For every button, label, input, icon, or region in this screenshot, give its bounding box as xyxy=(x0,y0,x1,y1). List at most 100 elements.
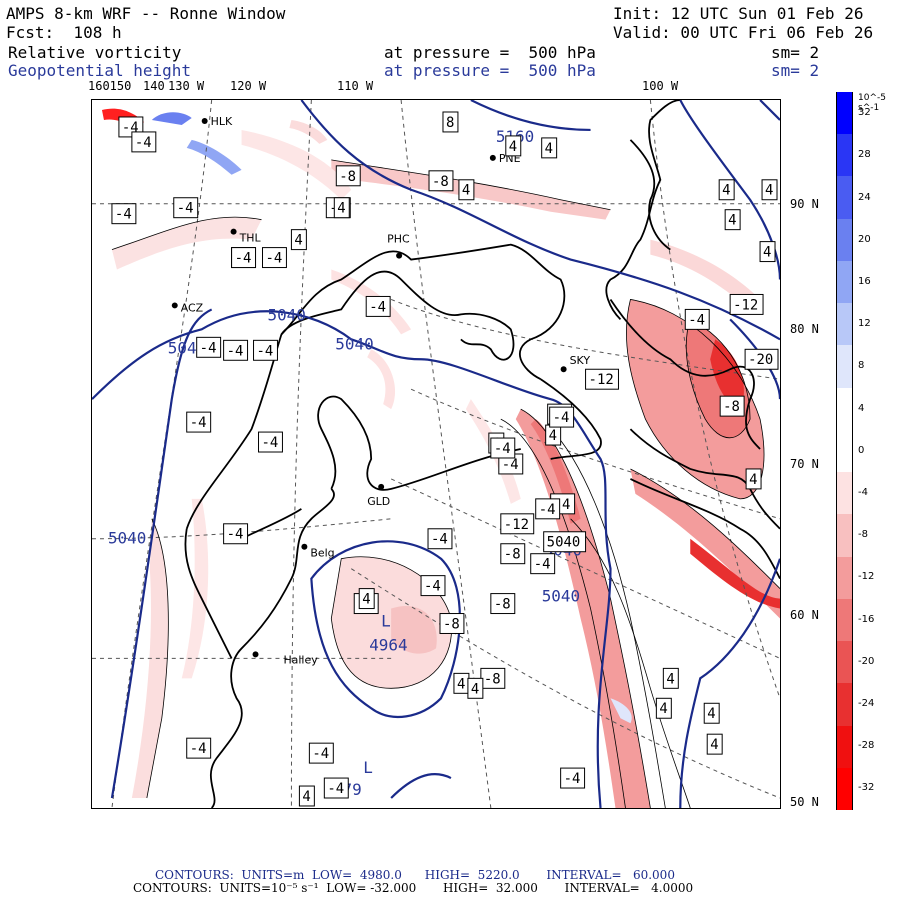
vorticity-contour-label: 4 xyxy=(706,733,723,755)
vorticity-contour-label: 4 xyxy=(655,697,672,719)
vorticity-contour-label: -12 xyxy=(500,513,535,535)
field2-level: at pressure = 500 hPa xyxy=(384,61,596,80)
height-label: 5040 xyxy=(335,334,373,353)
station-markers xyxy=(171,117,567,658)
station-label: THL xyxy=(239,232,262,245)
vorticity-contour-label: -4 xyxy=(420,575,446,597)
svg-text:-12: -12 xyxy=(589,372,614,388)
field2-name: Geopotential height xyxy=(8,61,192,80)
vorticity-contour-label: -4 xyxy=(560,767,586,789)
vorticity-contour-label: -4 xyxy=(186,411,212,433)
vorticity-contour-label: -4 xyxy=(262,247,287,269)
vorticity-contour-label: -8 xyxy=(428,170,454,192)
height-label: 5040 xyxy=(542,587,580,606)
colorbar-tick-label: -12 xyxy=(858,571,875,583)
map-panel[interactable]: HLK PNE THL PHC ACZ SKY GLD Belg Halley … xyxy=(91,99,781,809)
vorticity-contour-label: -4 xyxy=(231,247,257,269)
svg-text:4: 4 xyxy=(294,233,302,249)
colorbar-tick-label: 12 xyxy=(858,318,871,330)
svg-text:4: 4 xyxy=(471,681,479,697)
svg-text:-4: -4 xyxy=(424,579,441,595)
colorbar-tick-label: 0 xyxy=(858,444,865,456)
vorticity-contour-label: -8 xyxy=(439,613,465,634)
vorticity-contour-label: -4 xyxy=(186,737,212,759)
svg-text:-4: -4 xyxy=(502,457,519,473)
lon-label: 130 W xyxy=(168,79,205,93)
station-label: SKY xyxy=(570,354,591,367)
svg-text:4: 4 xyxy=(362,592,370,608)
height-contour-info: CONTOURS: UNITS=m LOW= 4980.0 HIGH= 5220… xyxy=(155,868,675,882)
vorticity-shading xyxy=(101,108,780,808)
vorticity-contour-label: -4 xyxy=(498,453,524,475)
field2-smoothing: sm= 2 xyxy=(771,61,820,80)
station-label: PHC xyxy=(387,233,410,246)
vorticity-contour-label: -12 xyxy=(729,293,764,315)
colorbar xyxy=(836,92,853,810)
vorticity-contour-label: 4 xyxy=(703,702,720,724)
svg-text:-4: -4 xyxy=(190,415,207,431)
svg-text:-4: -4 xyxy=(494,441,511,457)
vorticity-contour-label: 4 xyxy=(724,209,741,231)
field1-level: at pressure = 500 hPa xyxy=(384,43,596,62)
svg-text:-4: -4 xyxy=(327,781,344,797)
svg-text:4: 4 xyxy=(710,737,718,753)
vorticity-contour-label: -4 xyxy=(535,498,561,520)
colorbar-cell xyxy=(836,598,853,642)
station-label: Belg xyxy=(310,547,334,560)
svg-text:-4: -4 xyxy=(539,502,556,518)
colorbar-cell xyxy=(836,387,853,430)
station-label: Halley xyxy=(283,653,318,666)
vorticity-contour-label: -4 xyxy=(173,197,199,219)
svg-text:4: 4 xyxy=(457,676,465,692)
colorbar-tick-label: -32 xyxy=(858,782,875,794)
colorbar-cell xyxy=(836,429,853,473)
svg-text:-4: -4 xyxy=(312,746,329,762)
vorticity-contour-label: 4 xyxy=(745,468,762,490)
map-title: AMPS 8-km WRF -- Ronne Window xyxy=(6,4,286,23)
vorticity-contour-label: -8 xyxy=(490,593,516,615)
vorticity-contour-label: -4 xyxy=(253,339,278,361)
coastline xyxy=(184,100,780,808)
vorticity-contour-label: -20 xyxy=(744,348,779,370)
vorticity-contour-label: 4 xyxy=(358,588,375,610)
colorbar-tick-label: -28 xyxy=(858,740,875,752)
svg-text:-4: -4 xyxy=(227,343,244,359)
vorticity-contour-label: 4 xyxy=(290,229,307,251)
station-label: ACZ xyxy=(181,301,204,314)
valid-time: Valid: 00 UTC Fri 06 Feb 26 xyxy=(613,23,874,42)
init-time: Init: 12 UTC Sun 01 Feb 26 xyxy=(613,4,864,23)
svg-text:-20: -20 xyxy=(748,352,773,368)
svg-text:-12: -12 xyxy=(504,517,529,533)
svg-text:4: 4 xyxy=(707,706,715,722)
vorticity-contour-label: -4 xyxy=(684,308,710,330)
vorticity-contour-label: -4 xyxy=(530,553,556,575)
vorticity-contour-label: 4 xyxy=(759,241,776,263)
lat-label: 50 N xyxy=(790,795,819,809)
lon-label: 140 xyxy=(143,79,165,93)
colorbar-cell xyxy=(836,767,853,810)
vorticity-contour-label: 4 xyxy=(467,677,484,699)
colorbar-tick-label: 20 xyxy=(858,233,871,245)
colorbar-tick-label: -4 xyxy=(858,486,868,498)
colorbar-tick-label: 16 xyxy=(858,275,871,287)
vorticity-contour-label: -4 xyxy=(427,528,453,550)
lon-label: 120 W xyxy=(230,79,267,93)
lat-label: 80 N xyxy=(790,322,819,336)
colorbar-cell xyxy=(836,176,853,219)
svg-text:4: 4 xyxy=(728,213,736,229)
svg-text:4: 4 xyxy=(659,701,667,717)
vorticity-contour-label: -4 xyxy=(223,523,249,545)
svg-text:-4: -4 xyxy=(431,532,448,548)
svg-text:-4: -4 xyxy=(534,557,551,573)
height-contours xyxy=(92,100,780,808)
colorbar-tick-label: -8 xyxy=(858,529,868,541)
vorticity-contour-label: 4 xyxy=(505,135,522,157)
svg-text:4: 4 xyxy=(763,245,771,261)
field1-smoothing: sm= 2 xyxy=(771,43,820,62)
svg-text:-4: -4 xyxy=(227,527,244,543)
vorticity-contour-label: 4 xyxy=(453,672,470,694)
svg-text:4: 4 xyxy=(545,141,553,157)
svg-text:-4: -4 xyxy=(553,410,570,426)
svg-text:8: 8 xyxy=(446,115,454,131)
svg-text:4: 4 xyxy=(549,428,557,444)
